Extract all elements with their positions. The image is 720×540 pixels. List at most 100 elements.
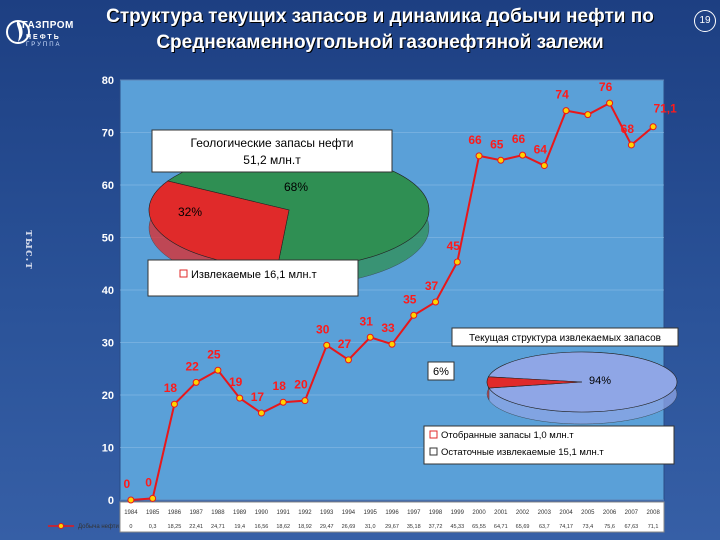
- chart-area: 0 10 20 30 40 50 60 70 80 1984 0 1985 0,3 1986 18,25 19…: [44, 60, 684, 533]
- data-label: 74: [555, 88, 569, 102]
- y-tick-label: 80: [102, 75, 114, 87]
- pie2-label-94: 94%: [589, 375, 611, 387]
- x-tick-label: 1991: [277, 510, 291, 516]
- header: ГАЗПРОМ НЕФТЬ ГРУППА Структура текущих з…: [0, 0, 720, 64]
- pie1-title-box: [151, 129, 393, 173]
- table-value: 37,72: [429, 524, 443, 530]
- pie2-legend-label-2: Остаточные извлекаемые 15,1 млн.т: [441, 447, 604, 458]
- y-tick-label: 30: [102, 338, 114, 350]
- table-value: 29,47: [320, 524, 334, 530]
- logo-name: ГАЗПРОМ: [22, 20, 74, 31]
- pie1-title-line1: Геологические запасы нефти: [191, 136, 354, 150]
- data-label: 19: [229, 375, 243, 389]
- table-value: 16,56: [255, 524, 269, 530]
- x-tick-label: 2002: [516, 510, 530, 516]
- title-line-2: Среднекаменноугольной газонефтяной залеж…: [156, 32, 604, 53]
- data-point: [192, 378, 200, 386]
- table-legend-marker: [58, 523, 64, 529]
- pie1-title-line2: 51,2 млн.т: [243, 153, 301, 167]
- data-point: [584, 111, 592, 119]
- x-tick-label: 1999: [451, 510, 465, 516]
- pie2-slice-extracted: [486, 376, 583, 389]
- x-tick-label: 1987: [189, 510, 203, 516]
- x-tick-label: 1990: [255, 510, 269, 516]
- flame-icon: [6, 20, 30, 44]
- table-value: 31,0: [365, 524, 376, 530]
- table-value: 65,55: [472, 524, 486, 530]
- data-label: 76: [599, 80, 613, 94]
- y-tick-label: 20: [102, 390, 114, 402]
- x-tick-label: 1988: [211, 510, 225, 516]
- x-tick-label: 2001: [494, 510, 508, 516]
- x-tick-label: 1994: [342, 510, 356, 516]
- table-value: 22,41: [189, 524, 203, 530]
- table-value: 63,7: [539, 524, 550, 530]
- x-tick-label: 1997: [407, 510, 421, 516]
- data-point: [519, 151, 527, 159]
- data-label: 27: [338, 337, 352, 351]
- pie1-label-32: 32%: [178, 205, 202, 219]
- table-value: 18,25: [168, 524, 182, 530]
- data-point: [149, 494, 157, 502]
- data-label: 71,1: [653, 102, 677, 116]
- y-tick-label: 10: [102, 443, 114, 455]
- table-value: 0,3: [149, 524, 157, 530]
- data-point: [562, 107, 570, 115]
- pie1-label-68: 68%: [284, 180, 308, 194]
- data-point: [475, 152, 483, 160]
- pie2-legend-swatch-1: [429, 430, 438, 439]
- pie2-label-6: 6%: [433, 366, 449, 378]
- table-value: 18,62: [276, 524, 290, 530]
- x-tick-label: 2000: [472, 510, 486, 516]
- data-label: 68: [621, 122, 635, 136]
- data-point: [606, 99, 614, 107]
- y-tick-label: 50: [102, 233, 114, 245]
- x-tick-label: 1989: [233, 510, 247, 516]
- y-tick-label: 60: [102, 180, 114, 192]
- table-value: 64,71: [494, 524, 508, 530]
- x-tick-label: 1995: [364, 510, 378, 516]
- data-point: [497, 156, 505, 164]
- logo-subtitle: НЕФТЬ: [26, 34, 61, 41]
- pie2-title-box: [451, 327, 679, 347]
- pie2-legend-box: [423, 425, 675, 465]
- table-value: 73,4: [582, 524, 593, 530]
- table-value: 75,6: [604, 524, 615, 530]
- data-label: 17: [251, 390, 265, 404]
- data-point: [236, 394, 244, 402]
- data-label: 18: [164, 381, 178, 395]
- data-label: 25: [207, 347, 221, 361]
- data-point: [540, 162, 548, 170]
- data-point: [344, 356, 352, 364]
- table-value: 29,67: [385, 524, 399, 530]
- x-tick-label: 1996: [385, 510, 399, 516]
- data-label: 33: [381, 321, 395, 335]
- page-title: Структура текущих запасов и динамика доб…: [60, 4, 700, 56]
- data-label: 65: [490, 137, 504, 151]
- table-value: 0: [129, 524, 132, 530]
- table-value: 19,4: [234, 524, 245, 530]
- x-tick-label: 1993: [320, 510, 334, 516]
- x-tick-label: 2004: [559, 510, 573, 516]
- data-label: 18: [273, 379, 287, 393]
- data-point: [410, 311, 418, 319]
- data-point: [627, 141, 635, 149]
- production-chart: 0 10 20 30 40 50 60 70 80 1984 0 1985 0,3 1986 18,25 19…: [48, 75, 679, 533]
- data-label: 66: [512, 132, 526, 146]
- table-value: 26,69: [342, 524, 356, 530]
- data-label: 30: [316, 322, 330, 336]
- table-value: 18,92: [298, 524, 312, 530]
- table-value: 74,17: [559, 524, 573, 530]
- data-point: [301, 397, 309, 405]
- data-label: 0: [145, 475, 152, 489]
- data-label: 22: [185, 359, 199, 373]
- y-tick-label: 0: [108, 495, 114, 507]
- table-legend-label: Добыча нефти: [78, 524, 119, 530]
- data-label: 64: [534, 143, 548, 157]
- pie2-slice-remaining: [487, 351, 678, 413]
- pie1-legend-swatch: [179, 269, 188, 278]
- data-label: 31: [360, 314, 374, 328]
- data-label: 37: [425, 279, 439, 293]
- table-value: 67,63: [624, 524, 638, 530]
- data-point: [432, 298, 440, 306]
